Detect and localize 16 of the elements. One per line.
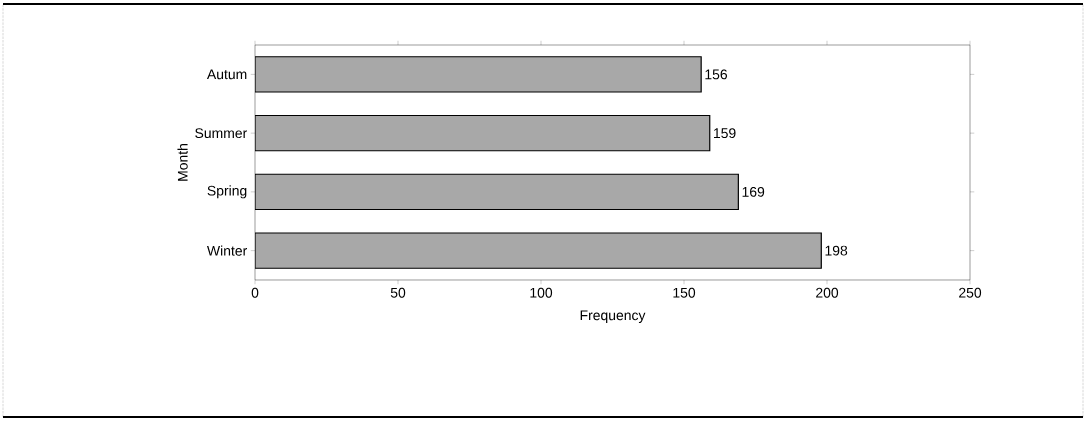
x-tick-label: 250: [959, 287, 982, 298]
x-tick-label: 200: [816, 287, 839, 298]
data-label: 156: [705, 69, 728, 80]
y-tick-label: Spring: [207, 185, 247, 199]
data-label: 169: [742, 186, 765, 197]
x-axis-title: Frequency: [580, 310, 646, 323]
data-label: 159: [714, 128, 736, 139]
data-label: 198: [825, 245, 848, 256]
x-tick-label: 100: [530, 287, 553, 298]
y-tick-label: Winter: [207, 245, 248, 256]
y-tick-label: Summer: [195, 128, 248, 139]
x-tick-label: 150: [673, 287, 696, 298]
x-tick-label: 0: [251, 287, 259, 298]
x-tick-label: 50: [390, 287, 406, 298]
y-tick-label: Autum: [206, 69, 247, 80]
y-axis-title: Month: [177, 144, 188, 181]
